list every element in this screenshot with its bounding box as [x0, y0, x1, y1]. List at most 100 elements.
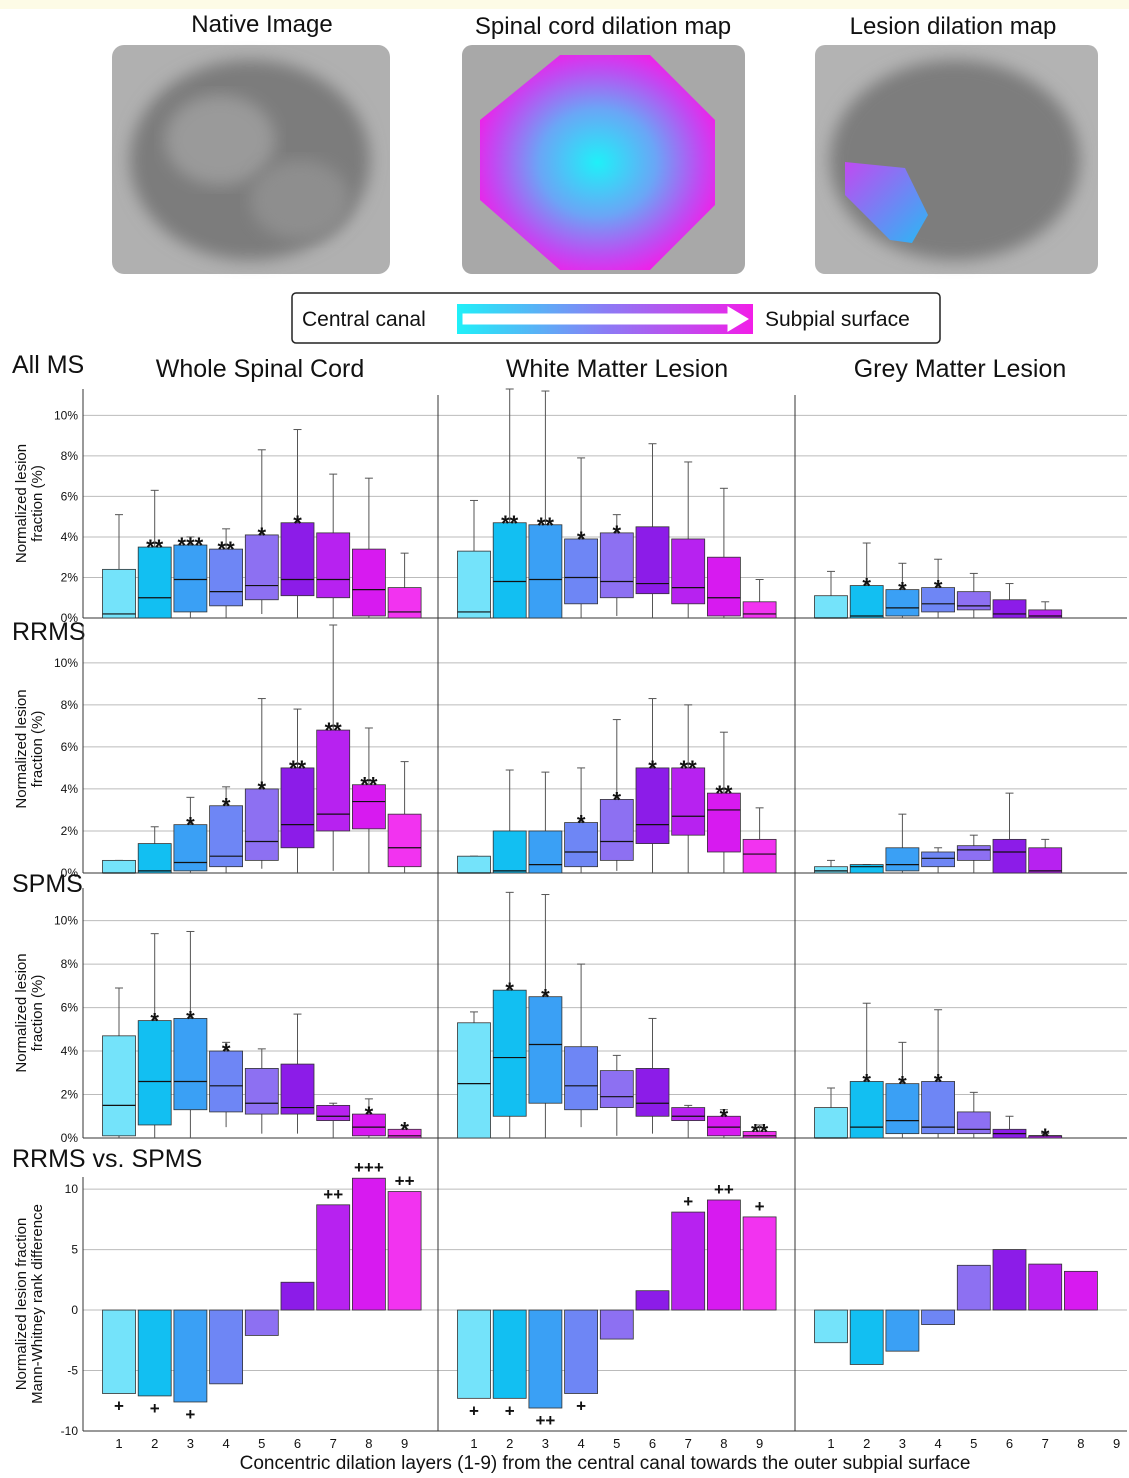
x-tick-label: 9 [401, 1436, 408, 1451]
y-tick-label: 0% [61, 611, 79, 625]
x-tick-label: 8 [365, 1436, 372, 1451]
top-strip [0, 0, 1129, 9]
x-tick-label: 4 [222, 1436, 229, 1451]
bar [564, 1309, 598, 1394]
y-tick-label: 10 [65, 1182, 79, 1196]
box [564, 1046, 598, 1111]
bar [102, 1309, 136, 1394]
box [209, 548, 244, 607]
significance-label: + [469, 1401, 479, 1420]
significance-label: +++ [354, 1158, 384, 1177]
bar [351, 1177, 386, 1311]
box [992, 599, 1027, 619]
significance-label: * [1041, 1124, 1050, 1149]
bar [742, 1216, 777, 1311]
y-tick-label: 5 [71, 1243, 78, 1257]
box [885, 1083, 920, 1135]
bar [457, 1309, 491, 1399]
significance-label: * [862, 574, 871, 599]
box [244, 1068, 279, 1115]
box [885, 847, 920, 872]
box [351, 784, 386, 830]
significance-label: ++ [535, 1411, 555, 1430]
y-tick-label: 8% [61, 449, 79, 463]
significance-label: + [185, 1405, 195, 1424]
x-tick-label: 2 [506, 1436, 513, 1451]
significance-label: * [222, 1039, 231, 1064]
significance-label: ** [501, 511, 519, 536]
box [635, 1068, 670, 1117]
y-axis-label-line: Normalized lesion [13, 953, 30, 1072]
significance-label: + [114, 1397, 124, 1416]
y-tick-label: 4% [61, 782, 79, 796]
box [457, 550, 491, 619]
box [849, 1081, 884, 1139]
y-tick-label: 0% [61, 866, 79, 880]
x-tick-label: 6 [1006, 1436, 1013, 1451]
box [992, 838, 1027, 874]
significance-label: ** [289, 756, 307, 781]
box [137, 546, 172, 619]
significance-label: ** [325, 718, 343, 743]
y-tick-label: 6% [61, 489, 79, 503]
significance-label: * [541, 985, 550, 1010]
box [244, 534, 279, 601]
significance-label: * [258, 777, 267, 802]
bar [956, 1264, 991, 1311]
y-axis-label-line: Normalized lesion [13, 444, 30, 563]
bar [635, 1290, 670, 1311]
box [387, 813, 422, 868]
bar [528, 1309, 563, 1409]
bar [921, 1309, 955, 1325]
box [528, 524, 563, 619]
y-tick-label: 10% [54, 408, 78, 422]
box [742, 601, 777, 619]
y-axis-label-line: fraction (%) [29, 711, 46, 788]
bar [992, 1249, 1027, 1311]
box [209, 1050, 244, 1113]
row-label: RRMS [12, 618, 86, 646]
significance-label: * [648, 756, 657, 781]
significance-label: + [505, 1401, 515, 1420]
x-tick-label: 5 [970, 1436, 977, 1451]
x-tick-label: 5 [258, 1436, 265, 1451]
significance-label: * [258, 523, 267, 548]
significance-label: ** [360, 773, 378, 798]
x-tick-label: 9 [1113, 1436, 1120, 1451]
bar [1064, 1270, 1098, 1311]
box [1028, 609, 1063, 619]
y-tick-label: 10% [54, 914, 78, 928]
box [599, 1070, 634, 1108]
y-tick-label: -10 [61, 1424, 79, 1438]
box [599, 532, 634, 599]
box [707, 1115, 741, 1137]
y-tick-label: 0 [71, 1303, 78, 1317]
box [742, 1131, 777, 1139]
x-tick-label: 3 [899, 1436, 906, 1451]
x-tick-label: 2 [863, 1436, 870, 1451]
y-axis-label: Normalized lesionfraction (%) [13, 444, 46, 563]
box [102, 859, 136, 874]
y-tick-label: 2% [61, 570, 79, 584]
y-axis-label: Normalized lesion fractionMann-Whitney r… [13, 1204, 46, 1404]
box [351, 548, 386, 617]
box [635, 767, 670, 844]
x-tick-label: 7 [685, 1436, 692, 1451]
box [244, 788, 279, 861]
x-tick-label: 1 [115, 1436, 122, 1451]
bar [387, 1191, 422, 1311]
bar [173, 1309, 208, 1403]
box [849, 585, 884, 619]
significance-label: * [577, 527, 586, 552]
x-tick-label: 8 [720, 1436, 727, 1451]
bar [707, 1199, 741, 1311]
significance-label: ** [146, 535, 164, 560]
significance-label: + [755, 1197, 765, 1216]
significance-label: * [365, 1102, 374, 1127]
y-axis-label-line: Normalized lesion fraction [13, 1218, 30, 1391]
box [921, 851, 955, 868]
box [921, 587, 955, 613]
box [528, 996, 563, 1104]
box [173, 544, 208, 613]
significance-label: * [150, 1009, 159, 1034]
